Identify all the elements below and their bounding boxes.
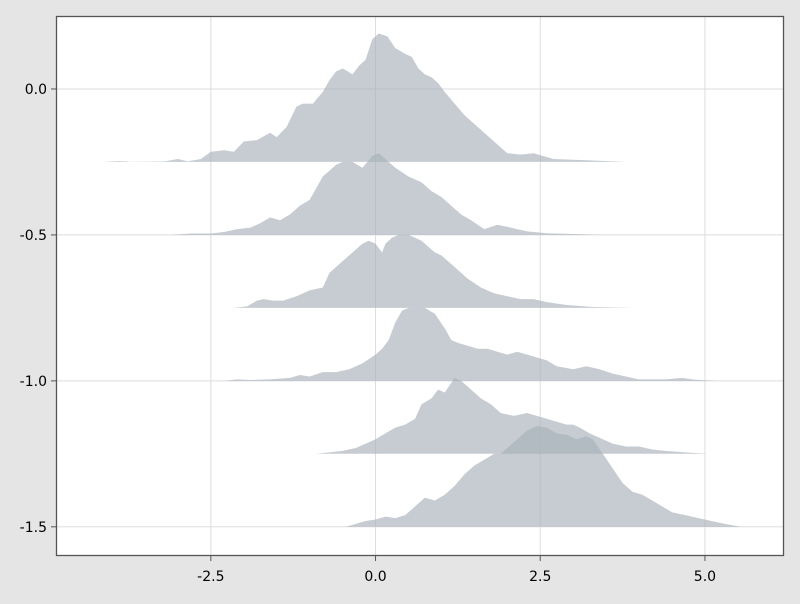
- y-tick-label: 0.0: [25, 82, 47, 98]
- x-tick-label: -2.5: [197, 569, 224, 585]
- plot-frame: [55, 15, 785, 557]
- ridge-series-6: [345, 426, 742, 527]
- y-tick-label: -1.5: [20, 520, 47, 536]
- ridge-series-5: [316, 377, 709, 454]
- ridge-series-group: [102, 33, 742, 527]
- ridge-series-4: [224, 307, 719, 381]
- x-tick-label: 2.5: [529, 569, 551, 585]
- axis-ticks: -2.5 0.0 2.5 5.0 0.0 -0.5 -1.0 -1.5: [20, 82, 716, 585]
- ridge-series-3: [233, 234, 633, 308]
- ridge-series-1: [102, 33, 626, 162]
- y-tick-label: -0.5: [20, 228, 47, 244]
- y-tick-label: -1.0: [20, 374, 47, 390]
- x-tick-label: 0.0: [364, 569, 386, 585]
- ridge-series-2: [171, 153, 607, 235]
- x-tick-label: 5.0: [694, 569, 716, 585]
